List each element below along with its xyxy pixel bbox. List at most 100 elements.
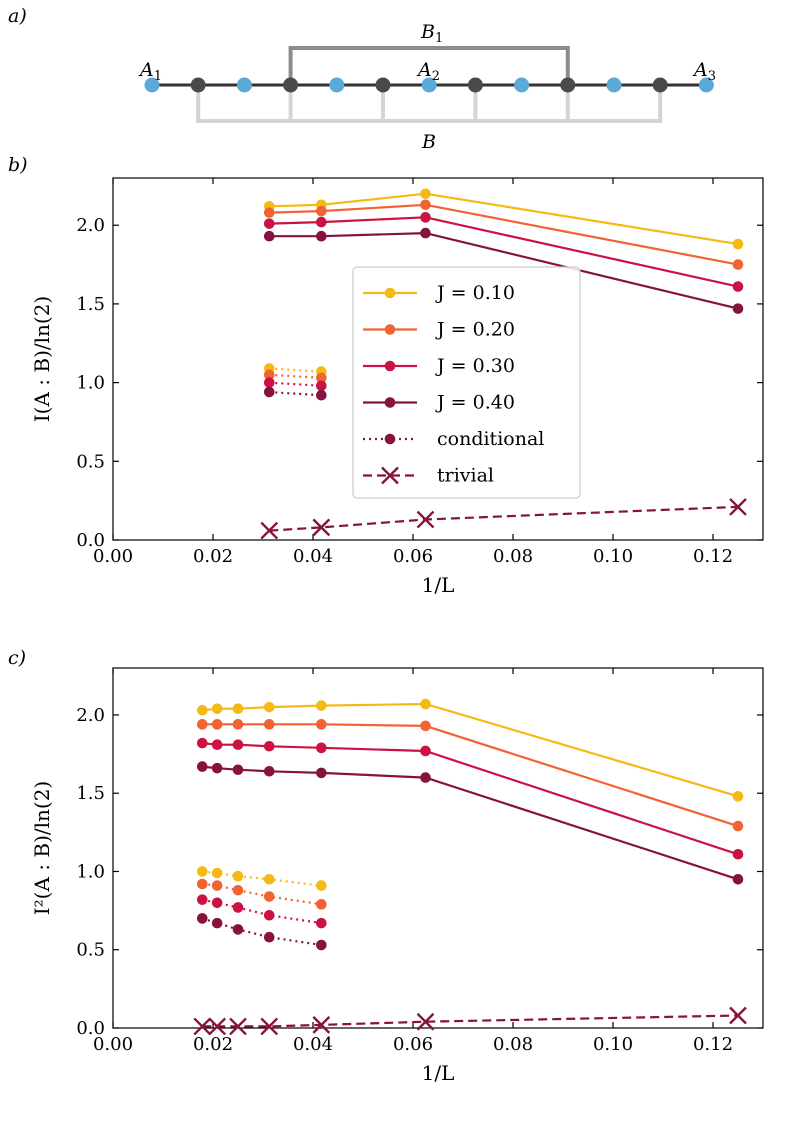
series-line: [269, 373, 322, 379]
series-line: [202, 702, 739, 798]
x-tick-label: 0.12: [693, 546, 733, 567]
point-marker: [263, 701, 275, 713]
point-marker: [316, 719, 327, 730]
point-marker: [232, 884, 244, 896]
point-marker: [316, 230, 327, 242]
point-marker: [316, 939, 327, 951]
point-marker: [232, 924, 244, 935]
legend-marker: [384, 324, 396, 335]
x-marker: [260, 521, 279, 540]
series-trivial: [193, 1006, 747, 1036]
legend-marker: [384, 433, 396, 445]
legend-label: trivial: [437, 465, 494, 487]
a-site: [698, 77, 714, 93]
chart-c: c) 0.00 0.02 0.04 0.06 0.08 0.10 0.12 0.0 0.5 1.0…: [8, 647, 764, 1085]
series-conditional-j-0-40: [196, 913, 327, 951]
b-site: [467, 77, 483, 93]
point-marker: [420, 745, 431, 757]
b-site: [652, 77, 668, 93]
b-site: [560, 77, 576, 93]
point-marker: [211, 719, 223, 730]
x-axis-label: 1/L: [422, 1061, 455, 1085]
point-marker: [732, 820, 744, 832]
point-marker: [232, 719, 244, 730]
point-marker: [316, 742, 327, 754]
series-conditional-j-0-20: [263, 369, 327, 384]
point-marker: [263, 230, 275, 242]
point-marker: [420, 199, 431, 211]
series-line: [269, 505, 739, 532]
x-tick-label: 0.08: [493, 1034, 533, 1055]
legend-b: J = 0.10 J = 0.20 J = 0.30 J = 0.40 conditio…: [352, 266, 581, 499]
point-marker: [263, 218, 275, 229]
series-j-0-20: [196, 719, 744, 832]
point-marker: [196, 737, 208, 749]
y-tick-label: 0.0: [76, 530, 105, 551]
chain-diagram: a) A1 A2 A3 B1 B: [8, 5, 716, 153]
point-marker: [211, 739, 223, 750]
series-conditional-j-0-30: [263, 377, 327, 392]
series-b: [260, 188, 747, 540]
y-tick-label: 2.0: [76, 215, 105, 236]
b1-bracket: [288, 46, 570, 85]
point-marker: [211, 897, 223, 909]
point-marker: [232, 764, 244, 776]
label-a3: A3: [692, 59, 716, 84]
panel-label-b: b): [8, 154, 28, 176]
series-conditional-j-0-20: [196, 878, 327, 910]
legend-marker: [384, 397, 396, 408]
series-line: [269, 231, 739, 310]
legend-label: J = 0.30: [435, 355, 515, 377]
point-marker: [263, 207, 275, 218]
point-marker: [316, 216, 327, 228]
series-conditional-j-0-40: [263, 386, 327, 401]
series-line: [269, 216, 739, 288]
x-marker: [416, 510, 435, 529]
point-marker: [732, 281, 744, 292]
point-marker: [196, 719, 208, 730]
x-tick-label: 0.02: [193, 1034, 233, 1055]
b-site: [283, 77, 299, 93]
a-site: [236, 77, 252, 93]
point-marker: [211, 762, 223, 774]
point-marker: [211, 917, 223, 929]
x-marker: [312, 1016, 331, 1034]
point-marker: [211, 880, 223, 891]
label-a1: A1: [138, 59, 162, 84]
panel-label-c: c): [8, 647, 26, 669]
point-marker: [420, 698, 431, 710]
axes-c: 0.00 0.02 0.04 0.06 0.08 0.10 0.12 0.0 0.5 1.0 1.5…: [30, 667, 764, 1085]
x-tick-label: 0.00: [93, 1034, 133, 1055]
series-line: [202, 723, 739, 828]
point-marker: [232, 870, 244, 882]
b-bracket: [196, 85, 663, 123]
y-tick-label: 0.5: [76, 451, 105, 472]
legend-marker: [384, 287, 396, 299]
x-tick-label: 0.08: [493, 546, 533, 567]
series-line: [269, 203, 739, 266]
x-tick-label: 0.12: [693, 1034, 733, 1055]
y-tick-label: 2.0: [76, 705, 105, 726]
point-marker: [232, 902, 244, 913]
series-line: [202, 1014, 739, 1028]
point-marker: [420, 720, 431, 732]
x-tick-label: 0.06: [393, 1034, 433, 1055]
point-marker: [196, 704, 208, 716]
point-marker: [420, 212, 431, 223]
a-site: [329, 77, 345, 93]
x-tick-label: 0.10: [593, 546, 633, 567]
label-a2: A2: [416, 59, 440, 84]
point-marker: [732, 303, 744, 314]
y-axis-label: I²(A : B)/ln(2): [30, 781, 54, 915]
point-marker: [232, 703, 244, 714]
point-marker: [316, 767, 327, 779]
series-j-0-20: [263, 199, 744, 270]
point-marker: [316, 899, 327, 910]
point-marker: [263, 719, 275, 730]
y-tick-label: 1.5: [76, 294, 105, 315]
x-tick-label: 0.04: [293, 546, 333, 567]
point-marker: [211, 867, 223, 879]
panel-label-a: a): [8, 5, 27, 27]
point-marker: [196, 878, 208, 890]
